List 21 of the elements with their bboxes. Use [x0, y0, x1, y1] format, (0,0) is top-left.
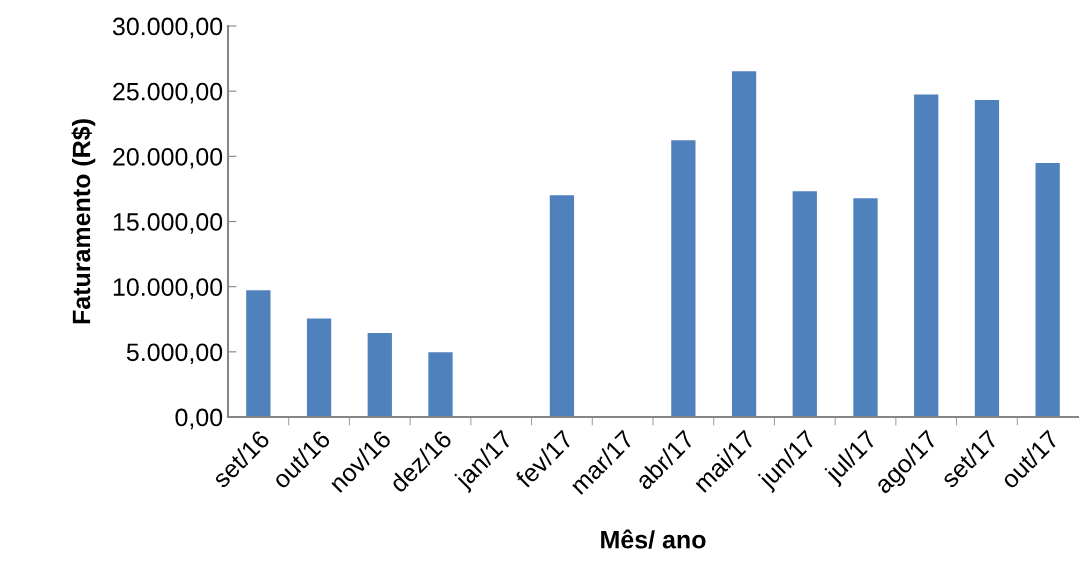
x-axis-title: Mês/ ano: [601, 529, 706, 549]
bar: [306, 318, 332, 417]
bar: [853, 198, 878, 417]
bar: [367, 332, 392, 417]
bar: [428, 352, 453, 417]
bar: [974, 100, 1000, 417]
y-tick-label: 10.000,00: [113, 278, 223, 299]
y-tick-label: 30.000,00: [112, 17, 223, 39]
bar: [914, 94, 939, 417]
bar: [1035, 163, 1060, 417]
bar: [549, 195, 575, 417]
y-tick-label: 0,00: [175, 408, 223, 430]
y-tick-label: 25.000,00: [113, 82, 223, 104]
bar: [792, 191, 817, 417]
y-axis-title: Faturamento (R$): [71, 119, 96, 324]
bar: [731, 71, 757, 417]
y-tick-label: 15.000,00: [113, 213, 223, 234]
bar: [671, 140, 696, 417]
bar: [246, 290, 271, 417]
y-tick-label: 5.000,00: [126, 343, 223, 365]
y-tick-label: 20.000,00: [113, 147, 223, 169]
